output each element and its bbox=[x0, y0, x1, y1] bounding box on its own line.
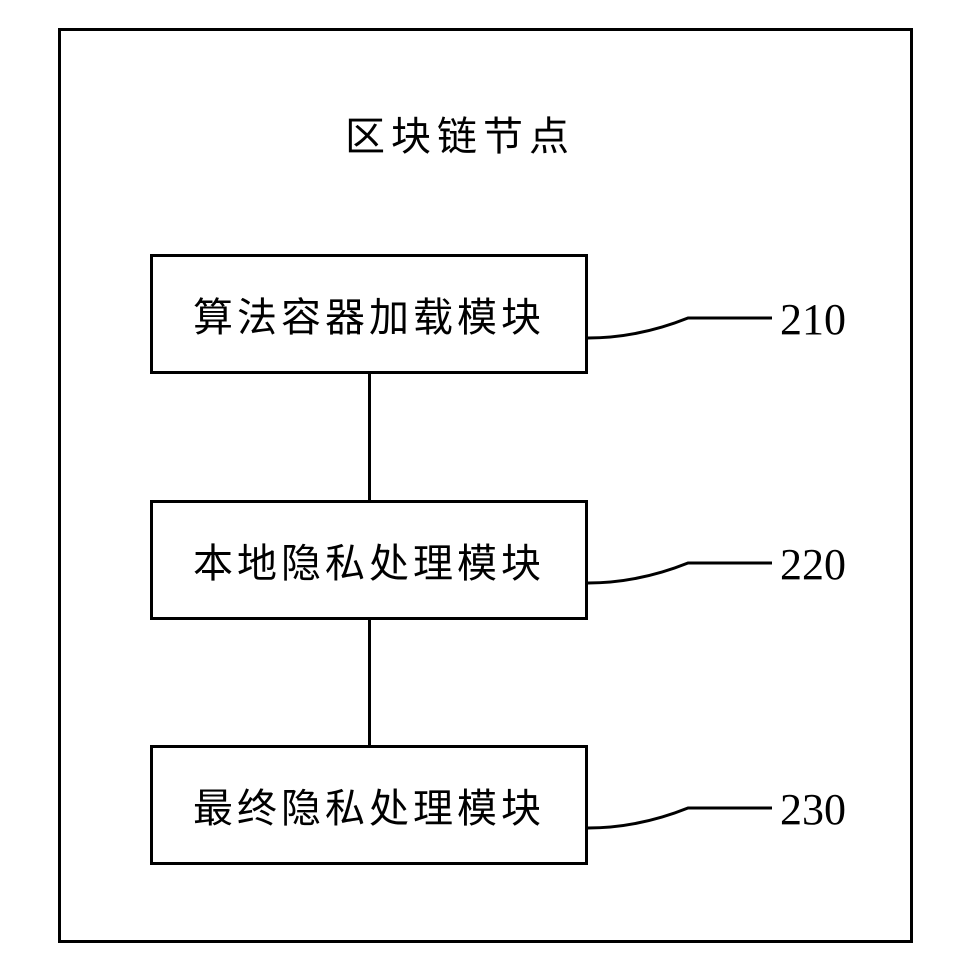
reference-number-3: 230 bbox=[780, 784, 846, 835]
reference-number-1: 210 bbox=[780, 294, 846, 345]
reference-number-2: 220 bbox=[780, 539, 846, 590]
